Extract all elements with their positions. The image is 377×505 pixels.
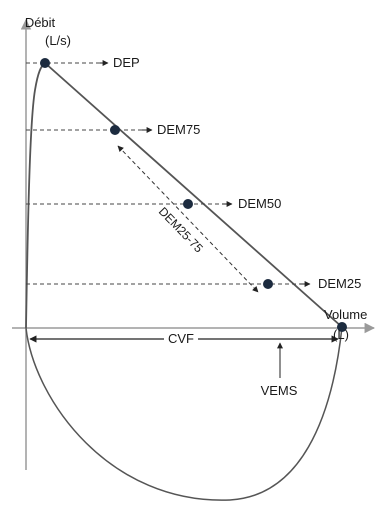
end-marker	[337, 322, 347, 332]
inspiratory-curve	[25, 326, 343, 501]
dem50-label: DEM50	[238, 196, 281, 211]
dep-label: DEP	[113, 55, 140, 70]
x-axis-label: Volume	[324, 307, 367, 322]
x-axis-unit: (L)	[333, 327, 349, 342]
dem50-marker	[183, 199, 193, 209]
dep-marker	[40, 58, 50, 68]
dem25-label: DEM25	[318, 276, 361, 291]
cvf-label: CVF	[168, 331, 194, 346]
vems-label: VEMS	[261, 383, 298, 398]
dem75-marker	[110, 125, 120, 135]
expiratory-curve	[25, 61, 343, 329]
dem25-marker	[263, 279, 273, 289]
dem25-75-arrow	[117, 145, 259, 293]
dem75-label: DEM75	[157, 122, 200, 137]
cvf-label-bg	[164, 331, 198, 346]
y-axis-unit: (L/s)	[45, 33, 71, 48]
y-axis-label: Débit	[25, 15, 56, 30]
